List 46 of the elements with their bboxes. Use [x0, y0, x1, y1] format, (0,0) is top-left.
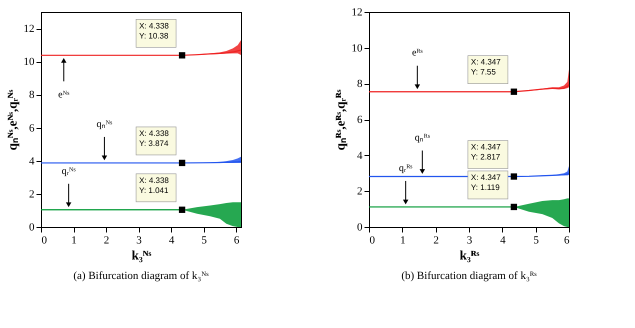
y-tick-label: 8	[357, 78, 363, 90]
y-axis-title: qₙᴺˢ,eᴺˢ,qᵣᴺˢ	[4, 89, 20, 150]
text: (a) Bifurcation diagram of k₃ᴺˢ	[73, 270, 210, 282]
y-tick-label: 6	[29, 122, 35, 134]
x-tick-label: 4	[500, 234, 506, 246]
annotation: qᵣᴿˢ	[398, 162, 412, 174]
text: (b) Bifurcation diagram of k₃ᴿˢ	[401, 270, 538, 282]
x-tick-label: 0	[42, 234, 48, 246]
x-axis-title: k₃ᴿˢ	[460, 248, 480, 262]
annotation: X: 4.347 Y: 7.55	[470, 58, 502, 77]
annotation: X: 4.347 Y: 1.119	[470, 172, 502, 192]
y-tick-label: 10	[24, 56, 35, 68]
annotation: X: 4.338 Y: 3.874	[139, 128, 170, 148]
x-tick-label: 4	[168, 234, 175, 246]
annotation: eᴿˢ	[412, 48, 423, 59]
x-tick-label: 2	[433, 234, 439, 246]
x-tick-label: 3	[466, 234, 473, 246]
y-tick-label: 4	[29, 155, 35, 168]
x-axis-title: k₃ᴺˢ	[132, 248, 152, 262]
x-tick-label: 0	[370, 234, 376, 246]
x-tick-label: 6	[234, 234, 240, 246]
annotation: qₙᴿˢ	[414, 132, 430, 144]
annotation: eᴺˢ	[58, 89, 70, 100]
y-axis-title: qₙᴿˢ,eᴿˢ,qᵣᴿˢ	[332, 89, 348, 150]
x-tick-label: 1	[400, 234, 406, 246]
y-tick-label: 12	[352, 6, 362, 18]
y-tick-label: 10	[352, 42, 363, 54]
annotation: X: 4.347 Y: 2.817	[470, 142, 502, 162]
x-tick-label: 5	[533, 234, 540, 246]
y-tick-label: 0	[29, 222, 35, 234]
y-tick-label: 0	[357, 222, 363, 234]
x-tick-label: 6	[564, 234, 570, 246]
y-tick-label: 2	[357, 186, 362, 198]
y-tick-label: 6	[357, 114, 363, 126]
y-tick-label: 4	[357, 150, 363, 162]
annotation: X: 4.338 Y: 1.041	[139, 176, 170, 195]
x-tick-label: 3	[136, 234, 142, 246]
x-tick-label: 1	[71, 234, 77, 246]
annotation: qₙᴺˢ	[96, 118, 112, 130]
y-tick-label: 12	[24, 23, 34, 36]
y-tick-label: 2	[29, 188, 34, 200]
y-tick-label: 8	[29, 89, 35, 102]
annotation: qᵣᴺˢ	[62, 166, 76, 177]
x-tick-label: 5	[201, 234, 208, 246]
annotation: X: 4.338 Y: 10.38	[139, 21, 170, 40]
x-tick-label: 2	[104, 234, 110, 246]
